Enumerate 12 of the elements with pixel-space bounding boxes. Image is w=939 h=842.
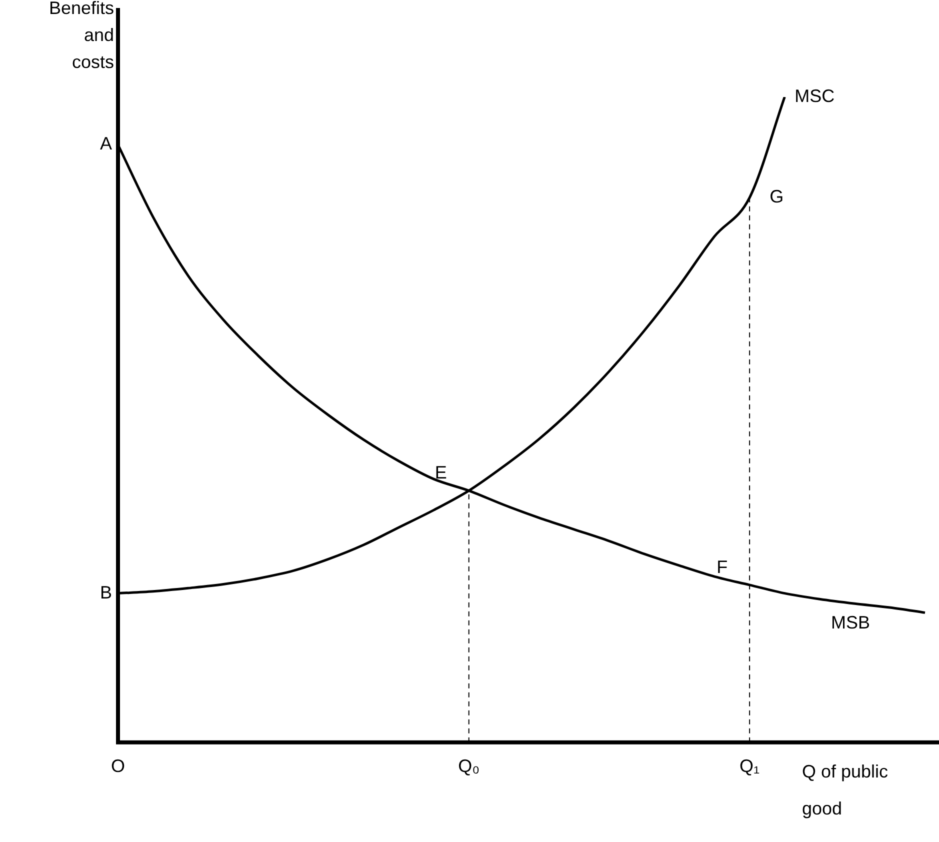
annotation: G xyxy=(770,186,784,207)
annotation: B xyxy=(100,582,112,602)
y-axis-title: Benefits and costs xyxy=(48,0,114,72)
annotation: E xyxy=(434,462,447,483)
annotation: A xyxy=(100,134,112,154)
x-tick-label: Q₀ xyxy=(458,756,480,776)
x-axis-title: Q of public good xyxy=(802,761,888,818)
series-label: MSB xyxy=(830,612,870,633)
series-label: MSC xyxy=(794,86,835,106)
x-tick-label: O xyxy=(110,756,126,776)
x-tick-label: Q₁ xyxy=(740,756,760,776)
annotation: F xyxy=(716,556,728,577)
